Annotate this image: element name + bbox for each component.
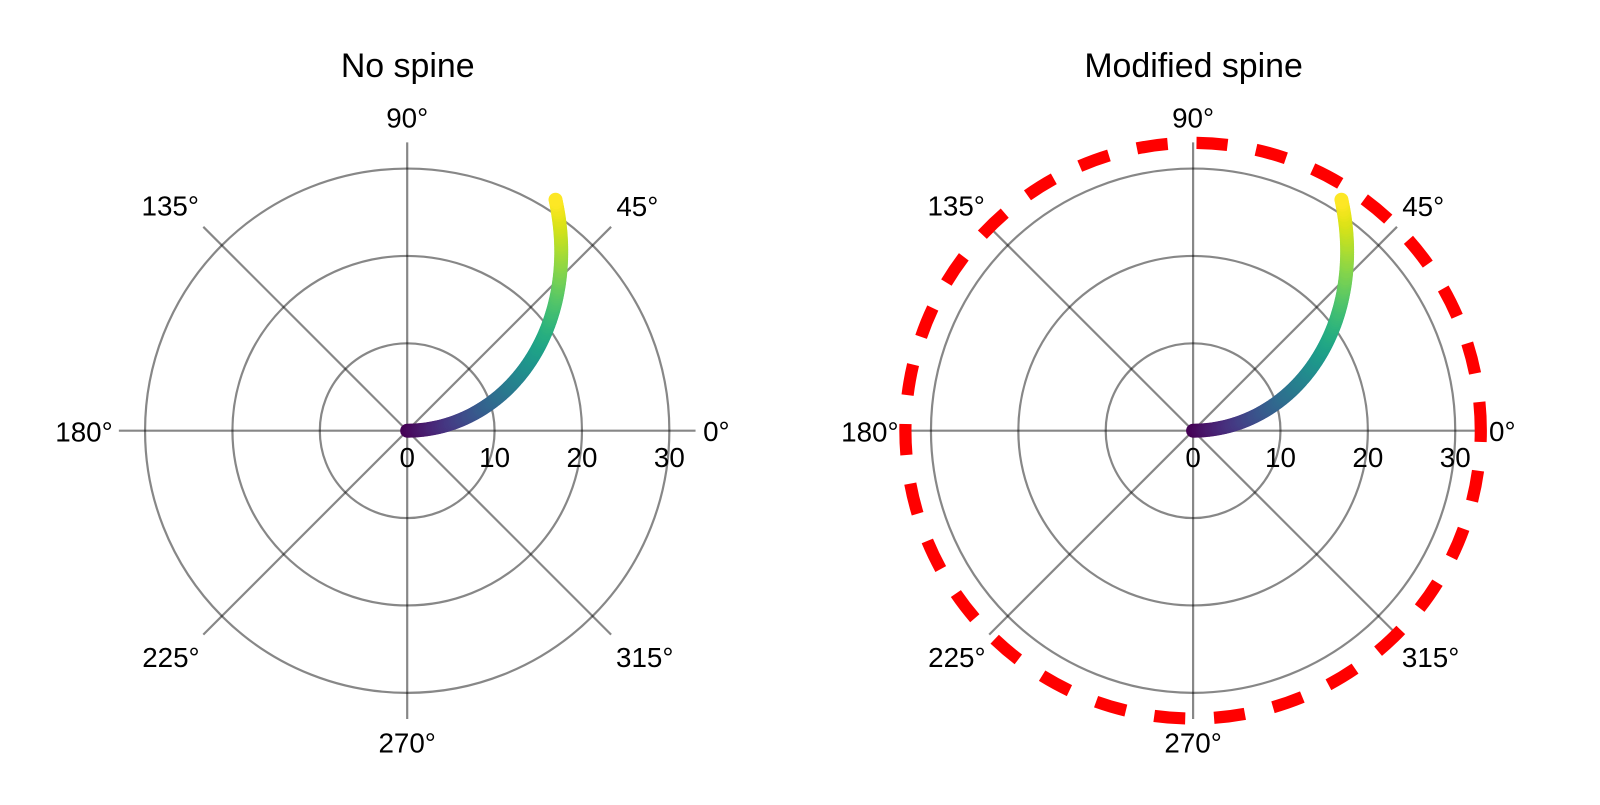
svg-text:10: 10 bbox=[1265, 442, 1296, 473]
svg-text:20: 20 bbox=[567, 442, 598, 473]
svg-text:315°: 315° bbox=[616, 642, 673, 673]
svg-text:30: 30 bbox=[654, 442, 685, 473]
svg-text:180°: 180° bbox=[55, 416, 112, 447]
svg-text:Modified spine: Modified spine bbox=[1084, 47, 1303, 85]
svg-text:0: 0 bbox=[399, 442, 414, 473]
svg-text:90°: 90° bbox=[1172, 103, 1214, 134]
svg-text:30: 30 bbox=[1440, 442, 1471, 473]
svg-text:270°: 270° bbox=[1164, 728, 1221, 759]
svg-text:45°: 45° bbox=[1402, 191, 1444, 222]
svg-text:0: 0 bbox=[1185, 442, 1200, 473]
svg-text:270°: 270° bbox=[378, 728, 435, 759]
svg-text:0°: 0° bbox=[703, 416, 730, 447]
svg-text:20: 20 bbox=[1352, 442, 1383, 473]
svg-text:180°: 180° bbox=[841, 416, 898, 447]
svg-text:No spine: No spine bbox=[341, 47, 475, 85]
svg-text:135°: 135° bbox=[142, 190, 199, 221]
svg-text:90°: 90° bbox=[386, 103, 428, 134]
svg-text:225°: 225° bbox=[928, 642, 985, 673]
svg-text:0°: 0° bbox=[1489, 416, 1516, 447]
svg-text:315°: 315° bbox=[1402, 642, 1459, 673]
svg-text:225°: 225° bbox=[142, 642, 199, 673]
svg-text:45°: 45° bbox=[616, 191, 658, 222]
svg-text:10: 10 bbox=[479, 442, 510, 473]
svg-text:135°: 135° bbox=[927, 190, 984, 221]
